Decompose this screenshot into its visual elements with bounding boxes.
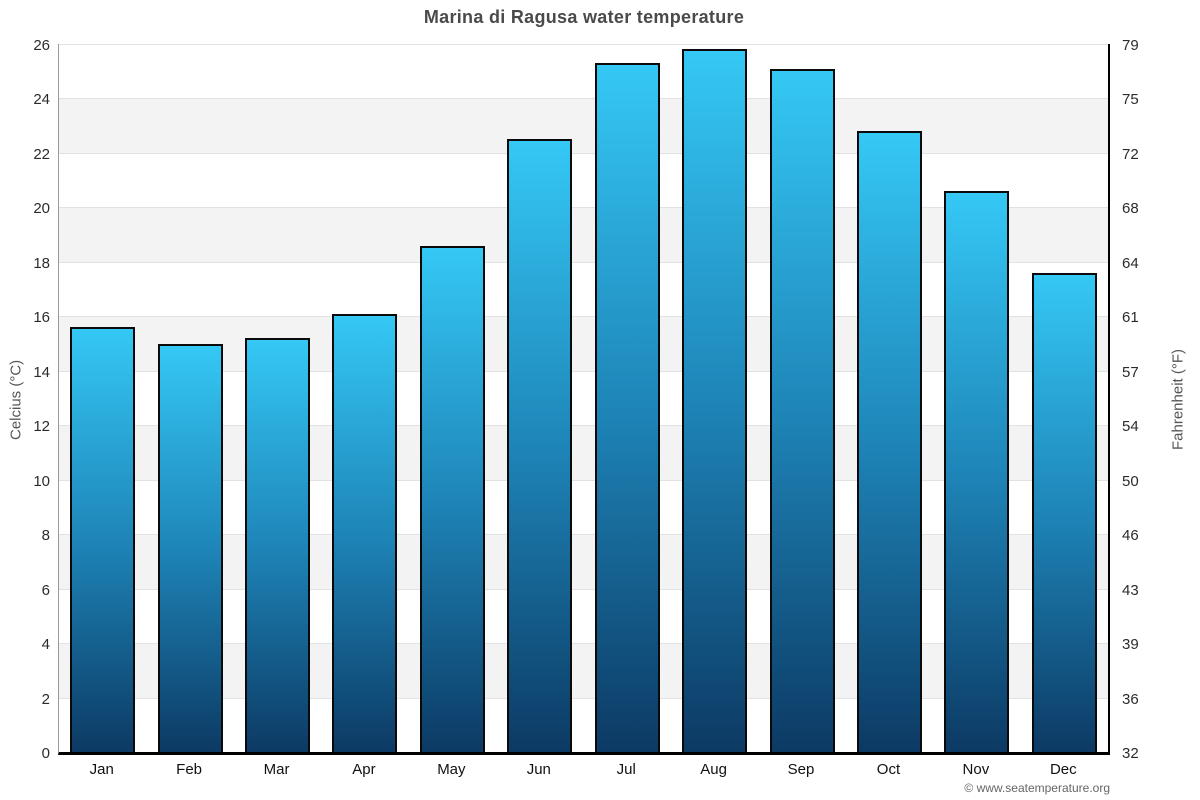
gridline [59, 152, 1108, 154]
chart-title: Marina di Ragusa water temperature [423, 7, 745, 27]
bar-apr [332, 313, 398, 752]
background-band [59, 207, 1108, 262]
ytick-celsius: 14 [33, 363, 50, 381]
bar-jun [507, 139, 573, 752]
xtick-sep: Sep [787, 761, 815, 778]
y-axis-label-celsius: Celcius (°C) [7, 359, 25, 440]
ytick-fahrenheit: 61 [1122, 309, 1139, 327]
gridline [59, 316, 1108, 318]
xtick-mar: Mar [263, 761, 290, 778]
xtick-nov: Nov [962, 761, 990, 778]
bar-nov [944, 191, 1010, 752]
bar-jul [594, 63, 660, 752]
xtick-jul: Jul [616, 761, 636, 778]
background-band [59, 98, 1108, 153]
gridline [59, 534, 1108, 536]
ytick-fahrenheit: 75 [1122, 91, 1139, 109]
y-axis-label-fahrenheit: Fahrenheit (°F) [1169, 348, 1187, 451]
x-axis-months: Jan Feb Mar Apr May Jun Jul Aug Sep Oct Nov Dec [58, 761, 1110, 783]
ytick-celsius: 6 [41, 581, 50, 599]
gridline [59, 261, 1108, 263]
bar-dec [1031, 272, 1097, 752]
ytick-fahrenheit: 36 [1122, 690, 1139, 708]
ytick-fahrenheit: 50 [1122, 472, 1139, 490]
ytick-fahrenheit: 68 [1122, 200, 1139, 218]
bar-oct [856, 131, 922, 752]
xtick-aug: Aug [700, 761, 727, 778]
ytick-fahrenheit: 79 [1122, 37, 1139, 54]
gridline [59, 370, 1108, 372]
ytick-fahrenheit: 64 [1122, 254, 1139, 272]
ytick-celsius: 4 [41, 636, 50, 654]
background-band [59, 643, 1108, 698]
gridline [59, 697, 1108, 699]
ytick-celsius: 0 [41, 745, 50, 762]
xtick-dec: Dec [1049, 761, 1077, 778]
bar-may [419, 245, 485, 752]
gridline [59, 207, 1108, 209]
ytick-fahrenheit: 39 [1122, 636, 1139, 654]
xtick-apr: Apr [352, 761, 376, 778]
xtick-jan: Jan [89, 761, 114, 778]
xtick-jun: Jun [526, 761, 551, 778]
gridline [59, 98, 1108, 100]
ytick-celsius: 8 [41, 527, 50, 545]
ytick-celsius: 16 [33, 309, 50, 327]
background-band [59, 316, 1108, 371]
xtick-may: May [437, 761, 466, 778]
ytick-fahrenheit: 72 [1122, 145, 1139, 163]
ytick-fahrenheit: 54 [1122, 418, 1139, 436]
ytick-celsius: 10 [33, 472, 50, 490]
plot-area [58, 44, 1110, 755]
ytick-celsius: 20 [33, 200, 50, 218]
xtick-oct: Oct [876, 761, 901, 778]
xtick-feb: Feb [176, 761, 203, 778]
gridline [59, 425, 1108, 427]
ytick-fahrenheit: 32 [1122, 745, 1139, 762]
ytick-celsius: 12 [33, 418, 50, 436]
ytick-celsius: 24 [33, 91, 50, 109]
bar-jan [70, 327, 136, 752]
y-axis-celsius: 0 2 4 6 8 10 12 14 16 18 20 22 24 26 [0, 37, 58, 762]
ytick-celsius: 2 [41, 690, 50, 708]
bar-feb [157, 343, 223, 752]
copyright-credit: © www.seatemperature.org [964, 781, 1110, 795]
ytick-fahrenheit: 46 [1122, 527, 1139, 545]
ytick-fahrenheit: 43 [1122, 581, 1139, 599]
ytick-fahrenheit: 57 [1122, 363, 1139, 381]
ytick-celsius: 26 [33, 37, 50, 54]
bar-sep [769, 68, 835, 752]
ytick-celsius: 18 [33, 254, 50, 272]
gridline [59, 588, 1108, 590]
gridline [59, 44, 1108, 45]
ytick-celsius: 22 [33, 145, 50, 163]
gridline [59, 643, 1108, 645]
bar-mar [245, 338, 311, 752]
bar-aug [682, 49, 748, 752]
gridline [59, 479, 1108, 481]
y-axis-fahrenheit: 32 36 39 43 46 50 54 57 61 64 68 72 75 79 [1112, 37, 1200, 762]
background-band [59, 425, 1108, 480]
background-band [59, 534, 1108, 589]
